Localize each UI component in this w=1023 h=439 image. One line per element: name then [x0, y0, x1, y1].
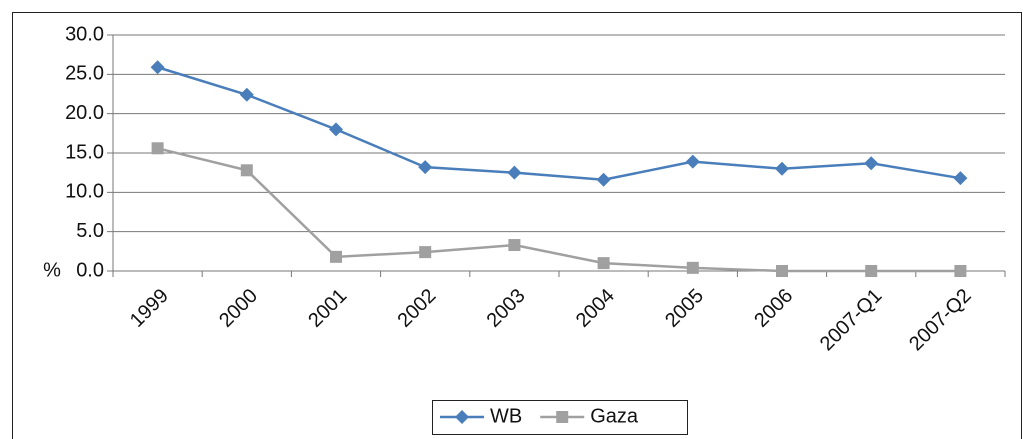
point [151, 142, 164, 155]
point [776, 265, 788, 277]
legend-label: WB [490, 405, 522, 427]
point [865, 265, 878, 277]
point [329, 122, 343, 137]
y-tick-label: 30.0 [65, 23, 104, 45]
y-tick-label: 15.0 [65, 141, 104, 163]
y-tick-label: 5.0 [76, 220, 104, 242]
y-axis-label: % [43, 259, 61, 281]
series-line [157, 66, 961, 182]
point [775, 161, 789, 176]
point [419, 246, 432, 259]
point [150, 60, 165, 75]
point [596, 172, 611, 187]
point [418, 160, 433, 175]
point [240, 164, 253, 177]
y-tick-label: 10.0 [65, 181, 104, 203]
point [953, 171, 968, 186]
point [597, 257, 610, 270]
point [239, 87, 254, 102]
point [330, 250, 342, 263]
legend-label: Gaza [590, 405, 639, 427]
point [507, 165, 522, 180]
point [686, 261, 699, 274]
point [508, 239, 521, 252]
y-tick-label: 25.0 [65, 63, 104, 85]
y-tick-label: 20.0 [65, 102, 104, 124]
point [954, 265, 967, 277]
chart-frame [12, 12, 1022, 439]
point [685, 154, 700, 169]
legend-marker [455, 410, 469, 424]
series-line [157, 147, 961, 273]
y-tick-label: 0.0 [76, 259, 104, 281]
legend-marker [556, 411, 569, 423]
point [864, 156, 879, 171]
